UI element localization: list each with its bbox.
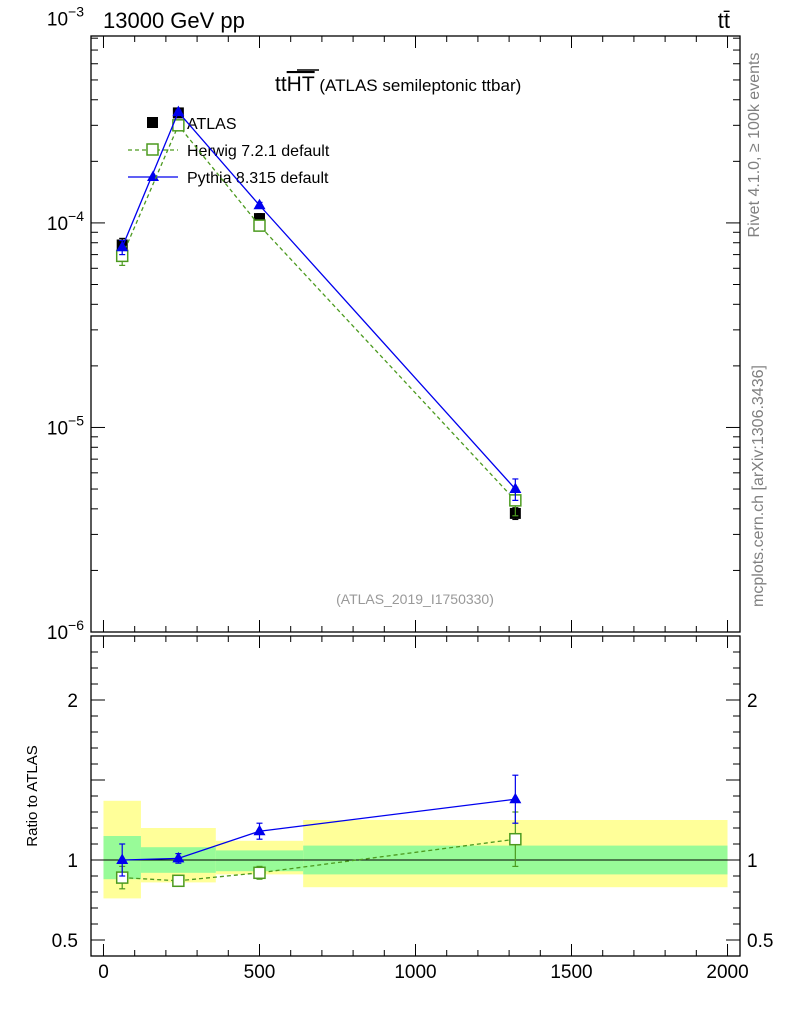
legend-atlas-marker [147, 117, 158, 128]
point-pythia-0 [116, 240, 129, 252]
y-tick-label-top-0: 10−3 [47, 3, 84, 30]
title-main: tt [275, 73, 287, 96]
ratio-tick-label-right-0: 2 [747, 691, 758, 712]
analysis-id-label: (ATLAS_2019_I1750330) [336, 591, 494, 607]
ratio-point-herwig-1 [172, 874, 185, 888]
point-pythia-3 [509, 482, 522, 494]
point-herwig-2 [253, 219, 266, 232]
x-tick-label-0: 0 [98, 962, 109, 983]
axis-tick-labels: 0 500 1000 1500 2000 10−3 10−4 10−5 10−6 2 2 1 1 0.5 0… [47, 3, 774, 983]
x-tick-label-1000: 1000 [394, 962, 436, 983]
ratio-point-pythia-2 [253, 824, 266, 836]
ratio-tick-label-right-2: 0.5 [747, 931, 773, 952]
ratio-axis-label: Ratio to ATLAS [24, 745, 41, 846]
chart-title: ttHT (ATLAS semileptonic ttbar) [275, 73, 521, 96]
process-label: tt̄ [718, 8, 730, 33]
ratio-tick-label-left-0: 2 [67, 691, 78, 712]
band-inner-2 [215, 850, 304, 872]
series-line-pythia [121, 110, 516, 490]
main-series [115, 105, 522, 521]
energy-label: 13000 GeV pp [103, 8, 245, 33]
legend-herwig-marker [146, 143, 159, 156]
legend-herwig-label: Herwig 7.2.1 default [187, 143, 330, 160]
y-tick-label-top-2: 10−5 [47, 412, 84, 439]
point-pythia-2 [253, 198, 266, 210]
legend-pythia-label: Pythia 8.315 default [187, 170, 329, 187]
uncertainty-bands [103, 800, 728, 899]
point-pythia-1 [172, 105, 185, 117]
title-rest: (ATLAS semileptonic ttbar) [315, 76, 522, 95]
ratio-point-pythia-1 [172, 851, 185, 863]
legend-atlas-label: ATLAS [187, 116, 237, 133]
title-overlined: HT [287, 73, 315, 96]
y-tick-label-top-1: 10−4 [47, 208, 84, 235]
ratio-line-pythia [122, 798, 516, 861]
ratio-panel-frame [90, 635, 741, 957]
axis-ticks [91, 36, 740, 957]
series-line-herwig [121, 124, 516, 501]
mcplots-label: mcplots.cern.ch [arXiv:1306.3436] [750, 365, 767, 607]
point-atlas-2 [253, 213, 265, 225]
ratio-point-herwig-2 [253, 866, 266, 880]
ratio-point-herwig-3 [509, 832, 522, 846]
legend: ATLAS Herwig 7.2.1 default Pythia 8.315 … [128, 116, 330, 187]
x-tick-label-500: 500 [244, 962, 276, 983]
x-tick-label-1500: 1500 [550, 962, 592, 983]
ratio-point-pythia-3 [509, 792, 522, 804]
ratio-tick-label-right-1: 1 [747, 851, 758, 872]
ratio-series [115, 774, 522, 890]
ratio-point-pythia-0 [116, 853, 129, 864]
y-tick-label-top-3: 10−6 [47, 617, 84, 644]
x-tick-label-2000: 2000 [706, 962, 748, 983]
ratio-tick-label-left-1: 1 [67, 851, 78, 872]
ratio-line-herwig [122, 838, 516, 882]
rivet-version-label: Rivet 4.1.0, ≥ 100k events [746, 53, 763, 238]
ratio-tick-label-left-2: 0.5 [52, 931, 78, 952]
